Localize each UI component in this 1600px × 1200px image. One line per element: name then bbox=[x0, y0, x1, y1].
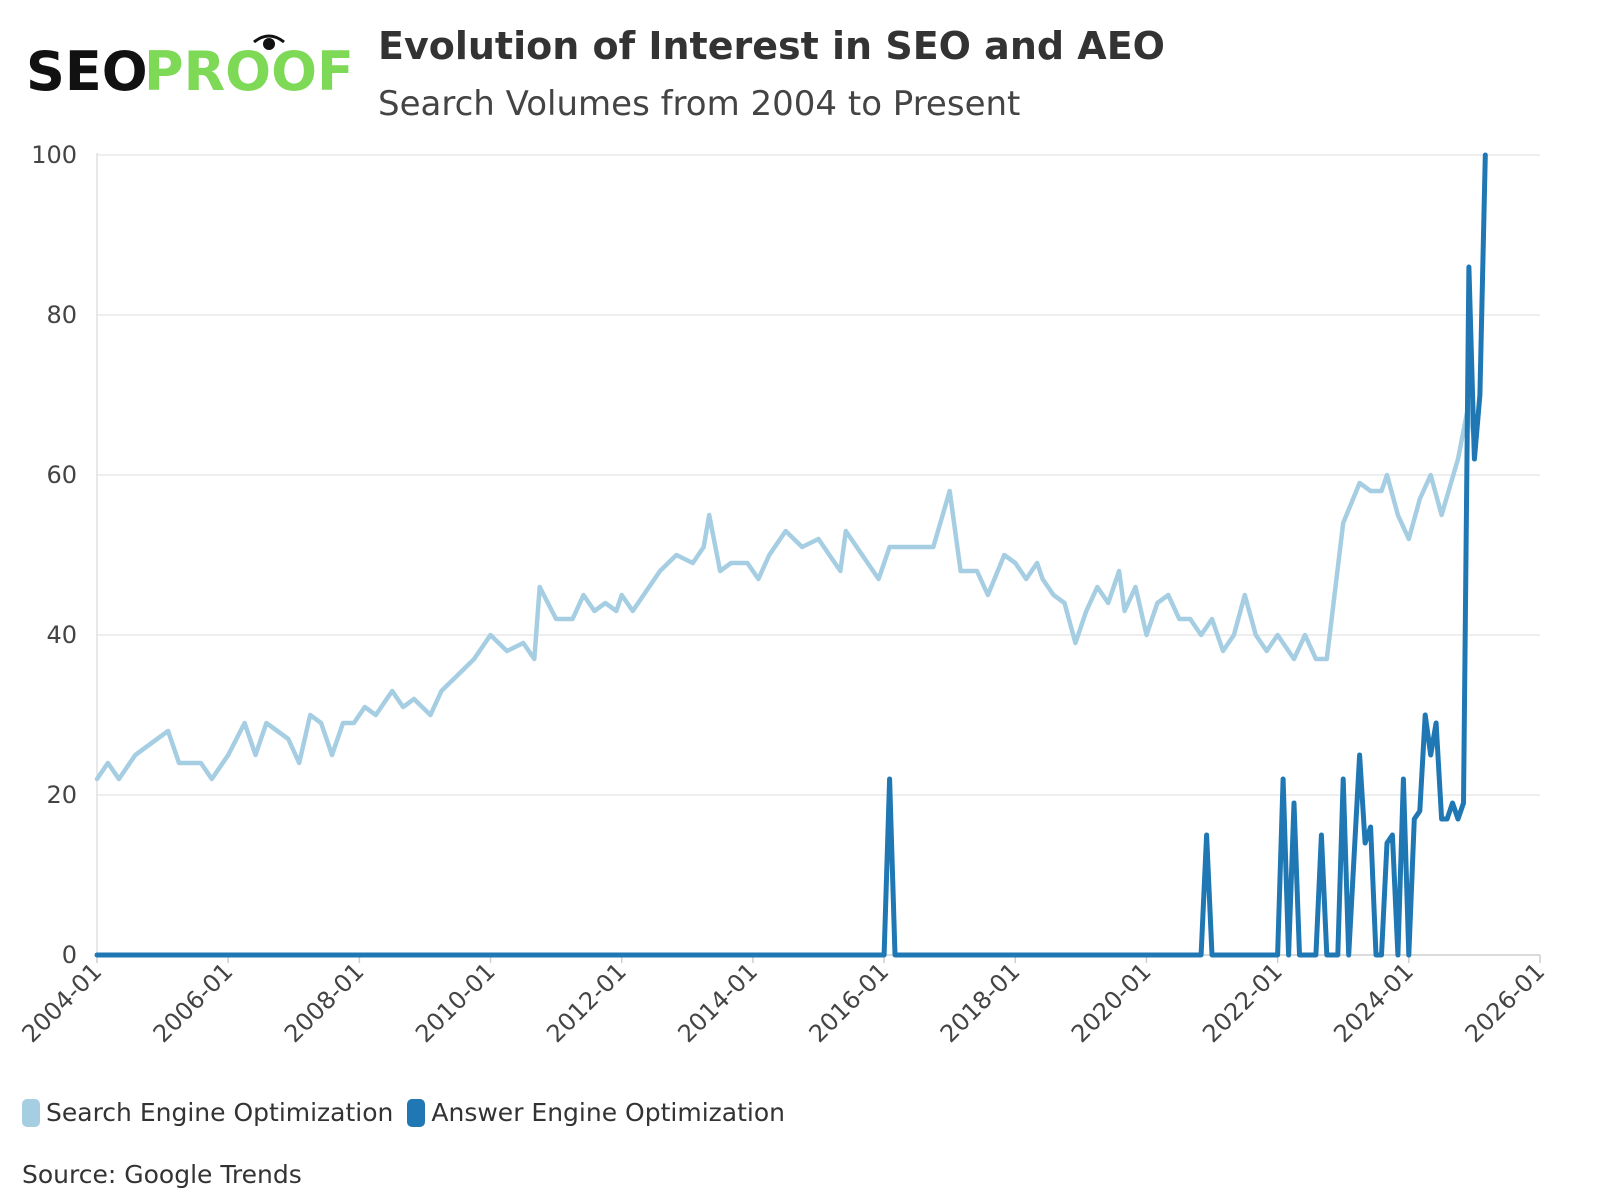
x-tick-labels: 2004-01 2006-01 2008-01 2010-01 2012-01 2014-… bbox=[17, 957, 1551, 1048]
series-line-aeo bbox=[94, 152, 1488, 958]
x-tick-label: 2006-01 bbox=[148, 957, 239, 1048]
x-tick-label: 2026-01 bbox=[1460, 957, 1551, 1048]
x-tick-label: 2016-01 bbox=[804, 957, 895, 1048]
x-tick-label: 2010-01 bbox=[410, 957, 501, 1048]
y-tick-label: 0 bbox=[62, 941, 77, 969]
y-tick-label: 100 bbox=[31, 141, 77, 169]
x-tick-label: 2020-01 bbox=[1066, 957, 1157, 1048]
chart-title: Evolution of Interest in SEO and AEO bbox=[378, 24, 1165, 68]
legend-item-seo[interactable]: Search Engine Optimization bbox=[22, 1098, 393, 1127]
x-tick-label: 2022-01 bbox=[1197, 957, 1288, 1048]
legend-item-aeo[interactable]: Answer Engine Optimization bbox=[407, 1098, 785, 1127]
chart-subtitle: Search Volumes from 2004 to Present bbox=[378, 84, 1021, 124]
grid-lines bbox=[97, 154, 1540, 796]
source-note: Source: Google Trends bbox=[22, 1160, 302, 1189]
x-tick-label: 2012-01 bbox=[541, 957, 632, 1048]
y-tick-labels: 0 20 40 60 80 100 bbox=[31, 141, 77, 969]
series-lines bbox=[94, 152, 1488, 958]
x-tick-label: 2014-01 bbox=[672, 957, 763, 1048]
y-tick-label: 40 bbox=[46, 621, 77, 649]
x-tick-label: 2008-01 bbox=[279, 957, 370, 1048]
legend: Search Engine Optimization Answer Engine… bbox=[22, 1098, 785, 1127]
y-tick-label: 20 bbox=[46, 781, 77, 809]
x-tick-label: 2018-01 bbox=[935, 957, 1026, 1048]
eye-icon bbox=[253, 34, 285, 50]
legend-label-aeo: Answer Engine Optimization bbox=[431, 1098, 785, 1127]
series-line-seo bbox=[94, 400, 1477, 782]
legend-label-seo: Search Engine Optimization bbox=[46, 1098, 394, 1127]
legend-swatch-aeo bbox=[407, 1098, 426, 1127]
x-tick-label: 2024-01 bbox=[1328, 957, 1419, 1048]
legend-swatch-seo bbox=[22, 1098, 40, 1127]
y-tick-label: 80 bbox=[46, 301, 77, 329]
x-tick-label: 2004-01 bbox=[17, 957, 108, 1048]
logo-text-proof: PROOF bbox=[144, 40, 354, 103]
seoproof-logo: SEO PROOF bbox=[26, 34, 354, 103]
logo-text-seo: SEO bbox=[26, 40, 148, 103]
y-tick-label: 60 bbox=[46, 461, 77, 489]
